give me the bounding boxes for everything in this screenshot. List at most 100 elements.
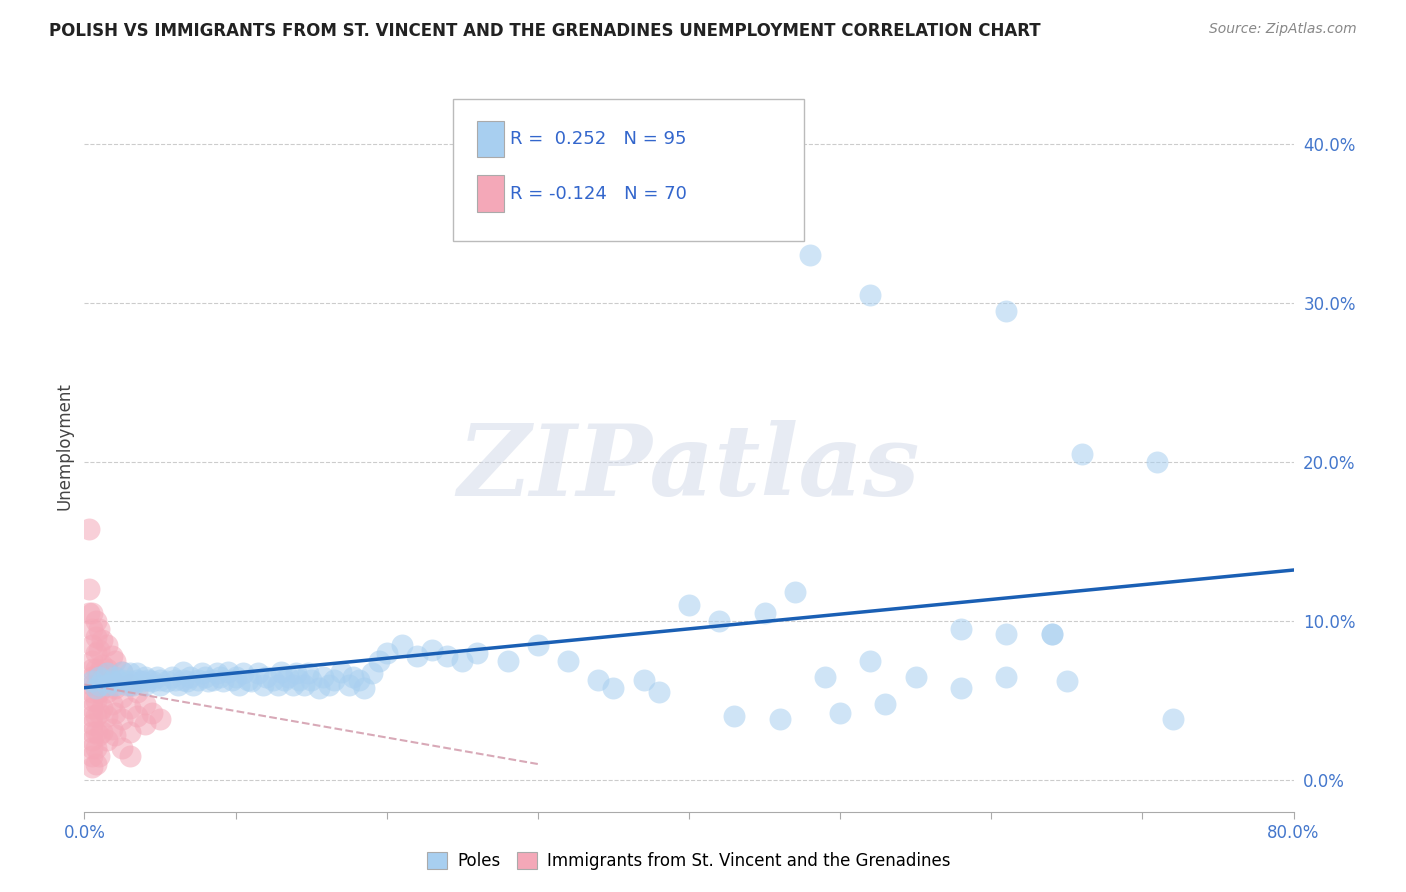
Point xyxy=(127,666,149,681)
Point xyxy=(209,669,232,683)
Point xyxy=(1056,674,1078,689)
Point xyxy=(179,669,201,683)
Point xyxy=(172,665,194,679)
Point xyxy=(270,665,292,679)
Point xyxy=(91,681,114,695)
Point xyxy=(232,666,254,681)
Point xyxy=(127,673,149,687)
Point xyxy=(167,677,190,691)
Point xyxy=(588,673,610,687)
Point xyxy=(299,673,322,687)
Point xyxy=(349,673,371,687)
Point xyxy=(77,582,100,596)
Point xyxy=(80,741,103,756)
Point xyxy=(86,662,108,676)
Point xyxy=(769,713,792,727)
Point xyxy=(496,654,519,668)
Point xyxy=(292,677,315,691)
Point xyxy=(995,303,1018,318)
Point xyxy=(312,669,335,683)
Point xyxy=(80,606,103,620)
Point xyxy=(723,709,745,723)
Point xyxy=(297,666,319,681)
Y-axis label: Unemployment: Unemployment xyxy=(55,382,73,510)
Point xyxy=(141,706,163,720)
Point xyxy=(91,725,114,739)
Point xyxy=(80,654,103,668)
Point xyxy=(80,760,103,774)
Point xyxy=(86,677,108,691)
Point xyxy=(451,654,474,668)
Point xyxy=(86,741,108,756)
Point xyxy=(111,673,134,687)
Point xyxy=(80,693,103,707)
Point xyxy=(149,673,172,687)
Point xyxy=(181,677,204,691)
Point xyxy=(648,685,671,699)
Point xyxy=(86,693,108,707)
Point xyxy=(267,677,290,691)
Point xyxy=(191,666,214,681)
Point xyxy=(187,673,209,687)
Point xyxy=(127,709,149,723)
Point xyxy=(212,674,235,689)
Point xyxy=(111,665,134,679)
Point xyxy=(80,733,103,747)
Point xyxy=(375,646,398,660)
Point xyxy=(111,665,134,679)
Point xyxy=(252,677,274,691)
Point xyxy=(100,697,122,711)
Point xyxy=(100,648,122,663)
Point xyxy=(165,673,187,687)
Point xyxy=(89,669,111,683)
Point xyxy=(80,669,103,683)
Point xyxy=(160,669,183,683)
Point xyxy=(360,666,382,681)
Point xyxy=(89,706,111,720)
Point xyxy=(859,654,882,668)
Point xyxy=(89,685,111,699)
Text: POLISH VS IMMIGRANTS FROM ST. VINCENT AND THE GRENADINES UNEMPLOYMENT CORRELATIO: POLISH VS IMMIGRANTS FROM ST. VINCENT AN… xyxy=(49,22,1040,40)
Point xyxy=(156,674,179,689)
Point xyxy=(201,673,224,687)
Point xyxy=(80,674,103,689)
Point xyxy=(1146,455,1168,469)
Point xyxy=(80,701,103,715)
Point xyxy=(118,701,141,715)
Point xyxy=(86,709,108,723)
Point xyxy=(207,666,229,681)
Point xyxy=(950,681,973,695)
Point xyxy=(80,638,103,652)
Point xyxy=(277,669,299,683)
Point xyxy=(118,674,141,689)
Point xyxy=(247,666,270,681)
Point xyxy=(100,674,122,689)
Point xyxy=(1161,713,1184,727)
Point xyxy=(134,717,156,731)
Point xyxy=(91,701,114,715)
Point xyxy=(353,681,375,695)
Point xyxy=(172,673,194,687)
Point xyxy=(678,598,700,612)
Point xyxy=(80,685,103,699)
Point xyxy=(89,642,111,657)
Point xyxy=(131,674,153,689)
Point xyxy=(118,677,141,691)
Point xyxy=(86,646,108,660)
Point xyxy=(80,725,103,739)
Point xyxy=(262,673,284,687)
Point xyxy=(100,674,122,689)
Point xyxy=(149,677,172,691)
Point xyxy=(121,677,143,691)
Point xyxy=(136,673,159,687)
Point xyxy=(111,690,134,705)
Point xyxy=(1040,626,1063,640)
Point xyxy=(89,622,111,636)
Point xyxy=(783,585,806,599)
Point xyxy=(995,626,1018,640)
Point xyxy=(557,654,579,668)
Point xyxy=(337,677,360,691)
Point xyxy=(176,674,198,689)
Point xyxy=(141,674,163,689)
Point xyxy=(118,666,141,681)
